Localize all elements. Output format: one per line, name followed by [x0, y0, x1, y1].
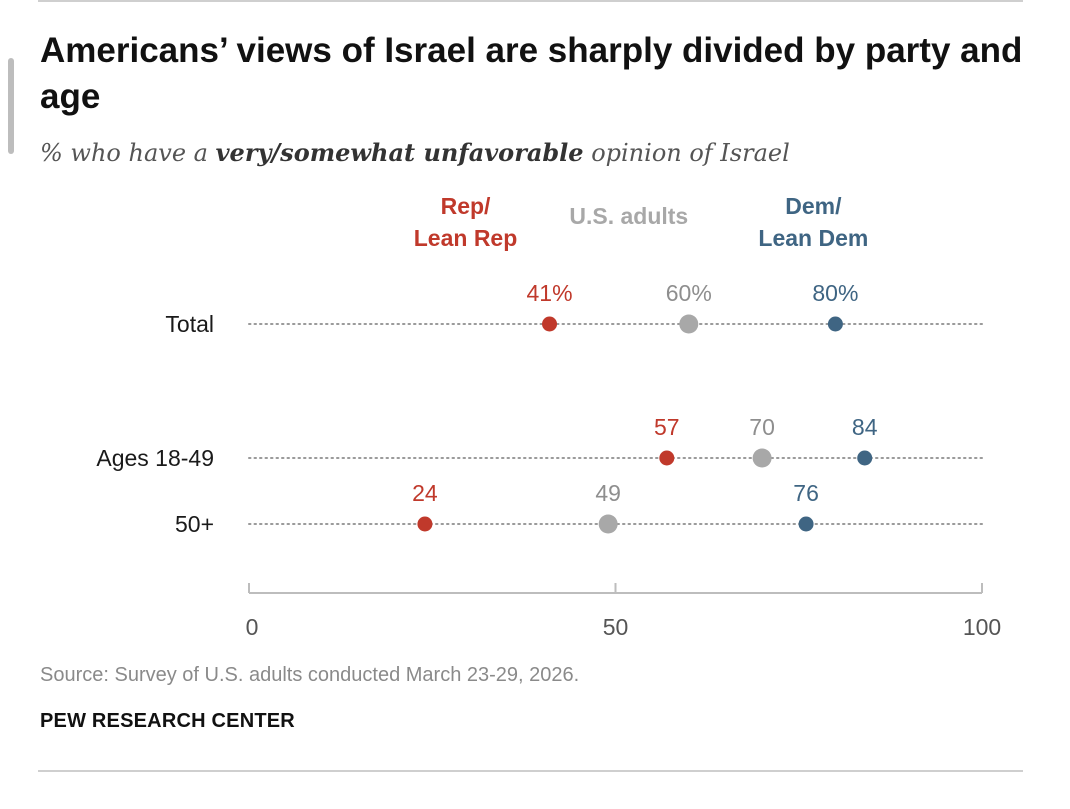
dot-rep	[542, 316, 558, 332]
dot-rep	[659, 450, 675, 466]
data-label-dem: 76	[793, 480, 819, 506]
x-tick-label: 100	[963, 614, 1001, 640]
dot-adults	[752, 448, 772, 468]
dot-plot-chart: Rep/Lean Rep U.S. adults Dem/Lean Dem Total…	[96, 193, 1001, 640]
data-label-adults: 70	[749, 414, 775, 440]
data-label-rep: 57	[654, 414, 680, 440]
data-label-adults: 60%	[666, 280, 712, 306]
legend-dem-line-2: Lean Dem	[758, 225, 868, 251]
data-label-rep: 41%	[527, 280, 573, 306]
data-label-dem: 80%	[812, 280, 858, 306]
dot-dem	[857, 450, 873, 466]
subtitle-emphasis: very/somewhat unfavorable	[215, 138, 584, 167]
legend-rep-line-1: Rep/	[441, 193, 491, 219]
chart-title: Americans’ views of Israel are sharply d…	[40, 31, 1023, 116]
top-divider	[38, 0, 1023, 2]
legend-dem-line-1: Dem/	[785, 193, 842, 219]
scrollbar[interactable]	[8, 58, 14, 154]
organization-name: PEW RESEARCH CENTER	[40, 710, 295, 732]
row-label-50-: 50+	[175, 511, 214, 537]
legend-rep-line-2: Lean Rep	[414, 225, 518, 251]
subtitle-suffix: opinion of Israel	[583, 139, 790, 167]
dot-rep	[417, 516, 433, 532]
legend-adults-line-1: U.S. adults	[569, 203, 688, 229]
x-tick-label: 50	[603, 614, 629, 640]
dot-dem	[827, 316, 843, 332]
row-label-total: Total	[165, 311, 214, 337]
dot-adults	[679, 314, 699, 334]
bottom-divider	[38, 770, 1023, 772]
data-label-dem: 84	[852, 414, 878, 440]
data-label-rep: 24	[412, 480, 438, 506]
x-tick-label: 0	[246, 614, 259, 640]
row-label-ages-18-49: Ages 18-49	[96, 445, 214, 471]
data-label-adults: 49	[595, 480, 621, 506]
source-note: Source: Survey of U.S. adults conducted …	[40, 664, 580, 686]
chart-subtitle: % who have a very/somewhat unfavorable o…	[40, 138, 790, 167]
dot-dem	[798, 516, 814, 532]
dot-adults	[598, 514, 618, 534]
subtitle-prefix: % who have a	[40, 139, 216, 167]
